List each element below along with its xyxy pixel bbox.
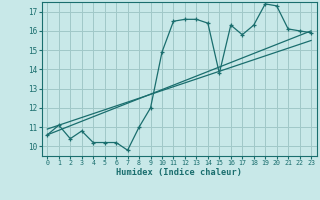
X-axis label: Humidex (Indice chaleur): Humidex (Indice chaleur) bbox=[116, 168, 242, 177]
